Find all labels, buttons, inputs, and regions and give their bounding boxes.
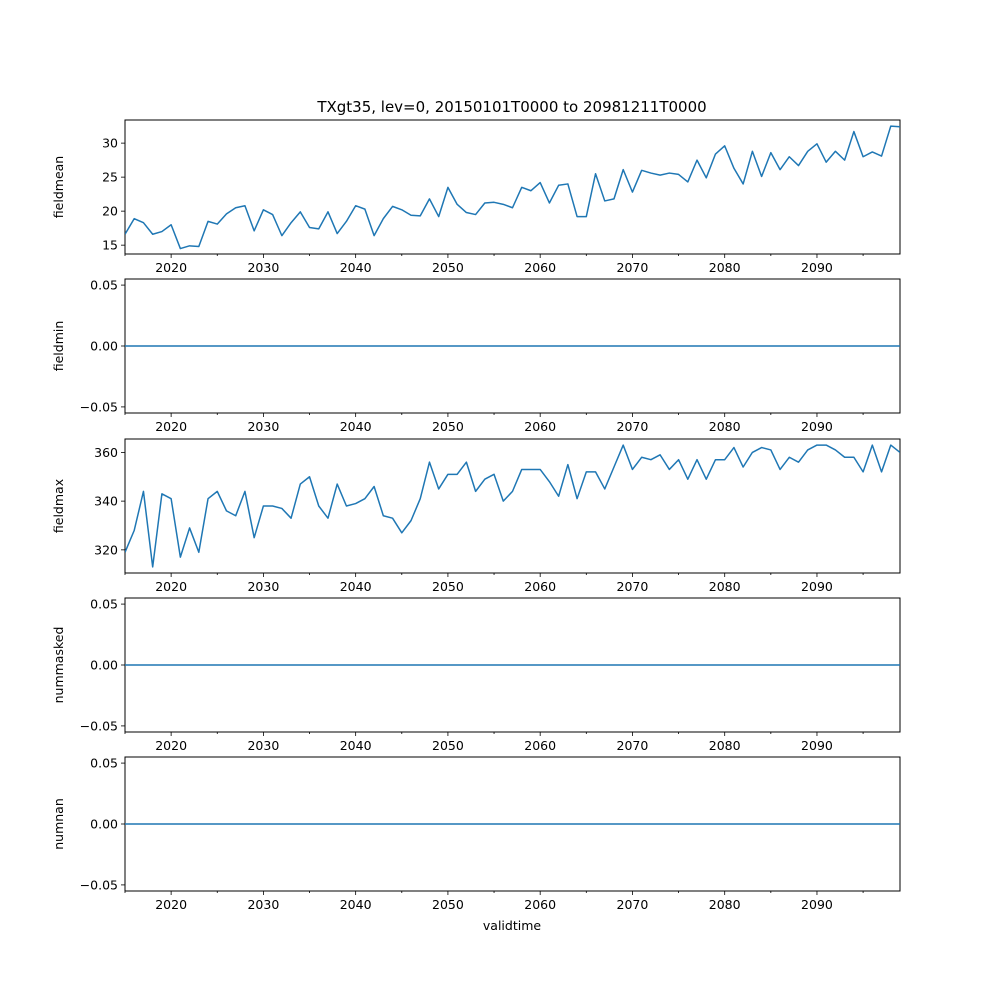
- fieldmax-x-tick-label: 2030: [247, 579, 279, 594]
- nummasked-x-tick-label: 2050: [432, 738, 464, 753]
- fieldmean-y-axis-label: fieldmean: [51, 156, 66, 218]
- fieldmean-series-line: [125, 125, 900, 250]
- fieldmax-x-tick-label: 2080: [709, 579, 741, 594]
- fieldmin-y-tick-label: −0.05: [80, 399, 118, 414]
- numnan-x-tick-label: 2040: [340, 897, 372, 912]
- numnan-x-tick-label: 2030: [247, 897, 279, 912]
- nummasked-x-tick-label: 2060: [524, 738, 556, 753]
- panel-nummasked: 2020 2030 2040 2050 2060 2070 2080 2090 −0.05 0.0…: [51, 597, 901, 753]
- fieldmean-y-tick-label: 30: [102, 136, 118, 151]
- fieldmin-x-tick-label: 2070: [617, 419, 649, 434]
- nummasked-x-tick-label: 2070: [617, 738, 649, 753]
- nummasked-x-tick-label: 2090: [801, 738, 833, 753]
- fieldmin-y-tick-label: 0.00: [90, 339, 118, 354]
- panels: 2020 2030 2040 2050 2060 2070 2080 2090 15 20 25 30…: [51, 119, 901, 912]
- numnan-x-tick-label: 2070: [617, 897, 649, 912]
- fieldmax-y-tick-label: 360: [94, 445, 118, 460]
- numnan-x-tick-label: 2050: [432, 897, 464, 912]
- numnan-y-axis-label: numnan: [51, 798, 66, 850]
- fieldmean-x-tick-label: 2070: [617, 260, 649, 275]
- fieldmean-y-tick-label: 25: [102, 170, 118, 185]
- fieldmin-x-tick-label: 2090: [801, 419, 833, 434]
- nummasked-x-tick-label: 2040: [340, 738, 372, 753]
- fieldmax-series-line: [125, 444, 900, 568]
- fieldmax-x-tick-label: 2040: [340, 579, 372, 594]
- figure-title: TXgt35, lev=0, 20150101T0000 to 20981211…: [316, 98, 706, 116]
- nummasked-y-axis-label: nummasked: [51, 627, 66, 704]
- fieldmax-axes-frame: [124, 438, 901, 574]
- fieldmean-x-tick-label: 2020: [155, 260, 187, 275]
- nummasked-y-tick-label: 0.05: [90, 597, 118, 612]
- numnan-y-tick-label: 0.00: [90, 817, 118, 832]
- fieldmean-x-tick-label: 2050: [432, 260, 464, 275]
- fieldmax-y-tick-label: 340: [94, 494, 118, 509]
- fieldmin-x-tick-label: 2040: [340, 419, 372, 434]
- panel-fieldmin: 2020 2030 2040 2050 2060 2070 2080 2090 −0.05 0.0…: [51, 278, 901, 434]
- fieldmin-x-tick-label: 2080: [709, 419, 741, 434]
- fieldmean-x-tick-label: 2040: [340, 260, 372, 275]
- fieldmin-x-tick-label: 2050: [432, 419, 464, 434]
- numnan-y-tick-label: 0.05: [90, 756, 118, 771]
- fieldmin-x-tick-label: 2030: [247, 419, 279, 434]
- x-axis-label: validtime: [483, 918, 541, 933]
- fieldmean-x-tick-label: 2060: [524, 260, 556, 275]
- numnan-x-tick-label: 2060: [524, 897, 556, 912]
- fieldmax-x-tick-label: 2060: [524, 579, 556, 594]
- numnan-x-tick-label: 2020: [155, 897, 187, 912]
- fieldmax-x-tick-label: 2090: [801, 579, 833, 594]
- numnan-x-tick-label: 2080: [709, 897, 741, 912]
- nummasked-x-tick-label: 2030: [247, 738, 279, 753]
- nummasked-y-tick-label: 0.00: [90, 658, 118, 673]
- fieldmax-x-tick-label: 2050: [432, 579, 464, 594]
- fieldmean-y-tick-label: 15: [102, 238, 118, 253]
- numnan-y-tick-label: −0.05: [80, 877, 118, 892]
- numnan-x-tick-label: 2090: [801, 897, 833, 912]
- panel-numnan: 2020 2030 2040 2050 2060 2070 2080 2090 −0.05 0.0…: [51, 756, 901, 912]
- nummasked-x-tick-label: 2020: [155, 738, 187, 753]
- fieldmin-y-tick-label: 0.05: [90, 278, 118, 293]
- fieldmean-x-tick-label: 2090: [801, 260, 833, 275]
- panel-fieldmax: 2020 2030 2040 2050 2060 2070 2080 2090 320 340 36…: [51, 438, 901, 594]
- fieldmean-x-tick-label: 2080: [709, 260, 741, 275]
- fieldmin-x-tick-label: 2020: [155, 419, 187, 434]
- fieldmax-x-tick-label: 2070: [617, 579, 649, 594]
- nummasked-y-tick-label: −0.05: [80, 718, 118, 733]
- fieldmean-x-tick-label: 2030: [247, 260, 279, 275]
- fieldmean-y-tick-label: 20: [102, 204, 118, 219]
- fieldmax-x-tick-label: 2020: [155, 579, 187, 594]
- fieldmean-axes-frame: [124, 119, 901, 255]
- fieldmax-y-tick-label: 320: [94, 542, 118, 557]
- fieldmin-y-axis-label: fieldmin: [51, 321, 66, 372]
- nummasked-x-tick-label: 2080: [709, 738, 741, 753]
- fieldmax-y-axis-label: fieldmax: [51, 479, 66, 533]
- fieldmin-x-tick-label: 2060: [524, 419, 556, 434]
- panel-fieldmean: 2020 2030 2040 2050 2060 2070 2080 2090 15 20 25 30…: [51, 119, 901, 275]
